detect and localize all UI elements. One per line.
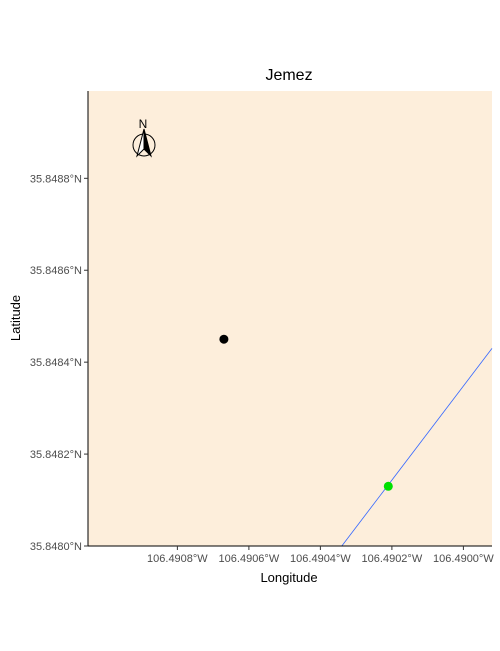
y-tick-label-1: 35.8482°N <box>30 449 82 461</box>
map-point-0 <box>219 334 229 344</box>
y-tick-label-3: 35.8486°N <box>30 265 82 277</box>
y-axis-title: Latitude <box>8 295 23 341</box>
x-tick-label-0: 106.4908°W <box>147 553 208 565</box>
y-tick-label-2: 35.8484°N <box>30 357 82 369</box>
y-tick-label-0: 35.8480°N <box>30 541 82 553</box>
y-tick-label-4: 35.8488°N <box>30 173 82 185</box>
y-ticks: 35.8480°N 35.8482°N 35.8484°N 35.8486°N 35.8… <box>30 173 88 553</box>
north-arrow-right-half-icon <box>143 128 152 158</box>
x-tick-label-1: 106.4906°W <box>219 553 280 565</box>
x-axis-title: Longitude <box>260 570 317 585</box>
north-arrow: N <box>132 117 156 158</box>
x-ticks: 106.4908°W 106.4906°W 106.4904°W 106.4902°W… <box>147 546 494 565</box>
points-layer <box>219 334 393 491</box>
line-feature-0 <box>341 348 493 547</box>
x-tick-label-3: 106.4902°W <box>362 553 423 565</box>
north-arrow-label: N <box>139 117 148 131</box>
plot-title: Jemez <box>265 67 312 84</box>
x-tick-label-4: 106.4900°W <box>433 553 494 565</box>
map-panel <box>88 91 492 546</box>
map-point-1 <box>383 481 393 491</box>
lines-layer <box>341 348 493 547</box>
x-tick-label-2: 106.4904°W <box>290 553 351 565</box>
